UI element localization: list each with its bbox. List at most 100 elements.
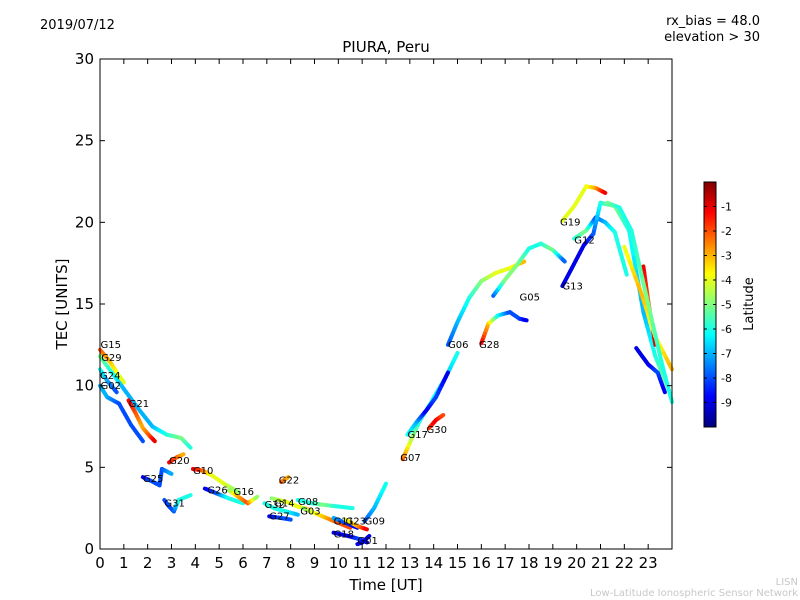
series-segment: [453, 351, 460, 360]
satellite-label: G25: [143, 474, 163, 485]
x-tick-label: 9: [310, 554, 320, 572]
x-tick-label: 8: [286, 554, 296, 572]
x-tick-label: 20: [567, 554, 586, 572]
series-G22: [279, 475, 291, 485]
satellite-label: G06: [448, 340, 468, 351]
watermark-lisn: LISN: [775, 577, 798, 588]
x-tick-label: 2: [143, 554, 153, 572]
series-segment: [363, 539, 369, 545]
elevation-label: elevation > 30: [664, 30, 760, 45]
x-tick-label: 10: [329, 554, 348, 572]
series-G01: [355, 533, 372, 547]
satellite-label: G03: [300, 507, 320, 518]
satellite-label: G18: [334, 530, 354, 541]
satellite-label: G31: [164, 499, 184, 510]
series-segment: [113, 388, 119, 395]
series-G29: [98, 354, 193, 450]
satellite-label: G11: [334, 517, 354, 528]
satellite-label: G08: [298, 497, 318, 508]
satellite-label: G24: [100, 371, 120, 382]
series-G03: [300, 506, 353, 530]
series-segment: [629, 242, 636, 260]
series-segment: [643, 289, 651, 306]
x-tick-label: 3: [167, 554, 177, 572]
y-tick-label: 0: [84, 540, 94, 558]
satellite-label: G15: [100, 340, 120, 351]
series-G25: [140, 466, 174, 488]
x-tick-label: 19: [543, 554, 562, 572]
y-tick-label: 20: [75, 213, 94, 231]
series-G26: [202, 486, 245, 506]
colorbar-ticks: -9 -8 -7 -6 -5 -4 -3 -2 -1: [704, 201, 732, 410]
series-segment: [637, 265, 645, 282]
series-G09: [362, 481, 388, 524]
series-unlabeled-34: [605, 200, 674, 404]
series-segment: [121, 379, 126, 385]
series-G19: [560, 184, 608, 223]
series-segment: [285, 475, 291, 480]
series-G13: [560, 200, 670, 388]
series-unlabeled-32: [634, 346, 667, 395]
colorbar-tick-label: -8: [721, 372, 732, 385]
series-G31: [162, 493, 193, 514]
satellite-label: G21: [129, 399, 149, 410]
satellite-label: G32: [264, 500, 284, 511]
x-tick-label: 4: [191, 554, 201, 572]
x-tick-label: 5: [214, 554, 224, 572]
satellite-label: G20: [169, 456, 189, 467]
series-segment: [640, 277, 648, 294]
colorbar-tick-label: -7: [721, 348, 732, 361]
series-G28: [479, 310, 529, 346]
satellite-label: G02: [100, 381, 120, 392]
series-layer: [98, 184, 674, 547]
y-tick-label: 25: [75, 132, 94, 150]
series-segment: [152, 438, 157, 444]
satellite-label: G26: [207, 485, 227, 496]
series-segment: [635, 253, 642, 270]
x-tick-label: 23: [639, 554, 658, 572]
series-G20: [167, 452, 186, 465]
y-tick-label: 15: [75, 295, 94, 313]
series-segment: [363, 526, 369, 532]
satellite-label: G07: [400, 453, 420, 464]
satellite-label: G13: [562, 281, 582, 292]
x-tick-label: 18: [519, 554, 538, 572]
series-segment: [186, 444, 193, 450]
series-G10: [190, 466, 241, 494]
satellite-label: G16: [233, 487, 253, 498]
series-G30: [426, 413, 446, 431]
series-segment: [346, 524, 353, 530]
series-segment: [293, 512, 300, 517]
y-tick-label: 10: [75, 377, 94, 395]
series-segment: [440, 413, 446, 418]
series-G16: [226, 488, 260, 506]
y-tick-label: 30: [75, 50, 94, 68]
satellite-label: G17: [407, 430, 427, 441]
satellite-label: G30: [427, 425, 447, 436]
series-segment: [601, 190, 608, 195]
satellite-label: G14: [274, 499, 294, 510]
colorbar-tick-label: -6: [721, 323, 732, 336]
series-segment: [627, 228, 634, 247]
satellite-label: G05: [519, 293, 539, 304]
series-segment: [180, 452, 186, 457]
series-segment: [639, 296, 646, 315]
series-segment: [622, 265, 629, 277]
series-segment: [186, 493, 193, 498]
series-G24: [98, 367, 119, 395]
series-G06: [445, 259, 527, 347]
y-tick-label: 5: [84, 458, 94, 476]
x-tick-label: 6: [238, 554, 248, 572]
series-G11: [331, 515, 360, 530]
y-axis-label: TEC [UNITS]: [53, 259, 71, 351]
series-G32: [262, 501, 300, 517]
series-segment: [632, 240, 640, 257]
axis-ticks: 0 1 2 3 4 5 6 7 8 9 10 11 12 13 14 15 16 17 18 19 20 21 22 2305…: [75, 50, 672, 572]
series-segment: [382, 481, 388, 490]
series-segment: [253, 494, 260, 500]
x-tick-label: 13: [400, 554, 419, 572]
chart-title: PIURA, Peru: [342, 38, 430, 56]
x-tick-label: 14: [424, 554, 443, 572]
